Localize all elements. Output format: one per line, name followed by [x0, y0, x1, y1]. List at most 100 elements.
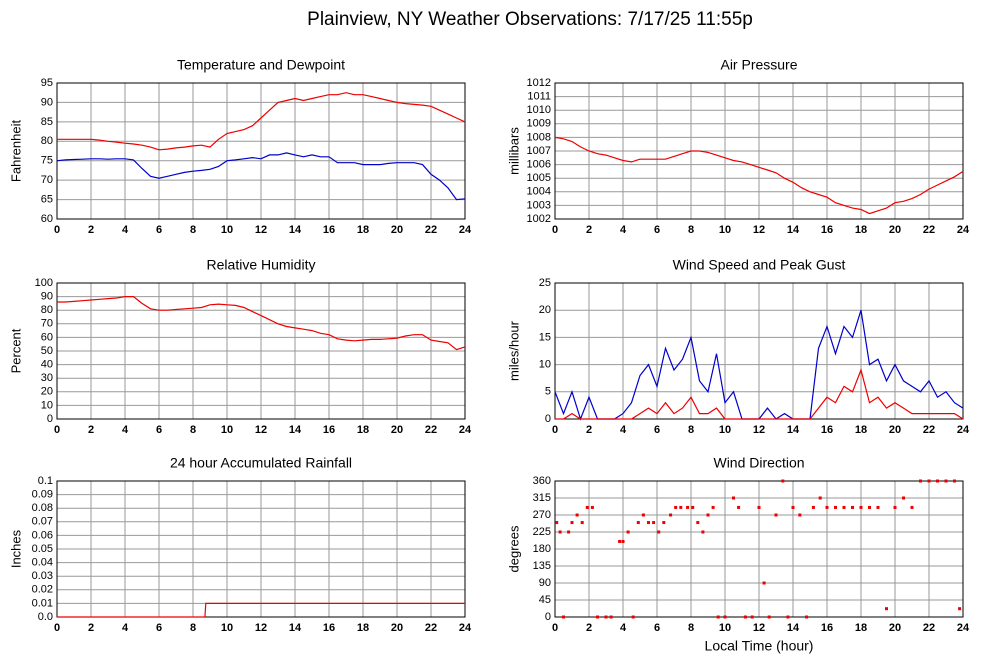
x-tick-label: 4 [620, 224, 627, 236]
y-tick-label: 1008 [527, 131, 551, 143]
x-tick-label: 16 [821, 424, 833, 436]
data-line [555, 368, 964, 420]
x-tick-label: 0 [54, 224, 60, 236]
data-point [902, 496, 905, 500]
x-tick-label: 14 [787, 424, 800, 436]
y-tick-label: 1006 [527, 159, 551, 171]
data-point [686, 505, 690, 509]
y-tick-label: 1009 [527, 118, 551, 130]
data-point [711, 505, 715, 509]
x-axis-label: Local Time (hour) [705, 638, 814, 654]
chart-title: Relative Humidity [207, 257, 316, 273]
plot-frame [56, 82, 466, 220]
x-tick-label: 2 [586, 424, 592, 436]
data-point [732, 496, 735, 500]
data-point [834, 505, 837, 509]
x-tick-label: 4 [122, 622, 129, 634]
plot-frame [554, 82, 964, 220]
data-point [647, 521, 650, 525]
y-tick-label: 0.02 [32, 584, 53, 596]
y-tick-label: 0 [545, 413, 551, 425]
y-tick-label: 100 [35, 277, 53, 289]
x-tick-label: 18 [357, 224, 369, 236]
x-tick-label: 8 [688, 224, 694, 236]
x-tick-label: 10 [221, 622, 233, 634]
y-tick-label: 85 [41, 116, 53, 128]
data-point [580, 521, 584, 525]
y-tick-label: 90 [539, 577, 551, 589]
y-tick-label: 80 [41, 135, 53, 147]
x-tick-label: 18 [357, 424, 369, 436]
x-tick-label: 12 [753, 424, 765, 436]
y-tick-label: 1012 [527, 77, 551, 89]
plot-frame [56, 480, 466, 618]
y-tick-label: 1007 [527, 145, 551, 157]
data-point [767, 615, 771, 619]
x-tick-label: 20 [889, 622, 901, 634]
y-tick-label: 70 [41, 318, 53, 330]
data-point [842, 505, 846, 509]
data-point [805, 615, 809, 619]
data-point [876, 505, 880, 509]
x-tick-label: 4 [122, 224, 129, 236]
y-tick-label: 0 [545, 611, 551, 623]
x-tick-label: 4 [122, 424, 129, 436]
y-tick-label: 180 [533, 543, 551, 555]
y-tick-label: 20 [539, 304, 551, 316]
x-tick-label: 12 [255, 224, 267, 236]
data-point [701, 530, 705, 534]
x-tick-label: 0 [54, 622, 60, 634]
x-tick-label: 10 [221, 424, 233, 436]
y-axis-label: miles/hour [506, 320, 521, 381]
x-tick-label: 14 [289, 224, 302, 236]
data-point [936, 479, 939, 483]
y-tick-label: 95 [41, 77, 53, 89]
x-tick-label: 18 [855, 424, 867, 436]
x-tick-label: 0 [552, 224, 558, 236]
x-tick-label: 8 [190, 224, 196, 236]
x-tick-label: 22 [923, 424, 935, 436]
data-point [558, 530, 562, 534]
y-tick-label: 1011 [527, 91, 551, 103]
y-tick-label: 1005 [527, 172, 551, 184]
data-point [562, 615, 565, 619]
data-point [662, 521, 666, 525]
data-line [57, 602, 465, 618]
y-tick-label: 10 [41, 399, 53, 411]
x-tick-label: 6 [156, 622, 162, 634]
data-point [674, 505, 678, 509]
x-tick-label: 2 [88, 224, 94, 236]
data-point [618, 539, 622, 543]
y-tick-label: 90 [41, 291, 53, 303]
data-point [631, 615, 635, 619]
y-tick-label: 20 [41, 386, 53, 398]
data-point [626, 530, 630, 534]
x-tick-label: 8 [688, 424, 694, 436]
data-point [774, 513, 778, 517]
data-point [590, 505, 594, 509]
y-tick-label: 65 [41, 193, 53, 205]
y-tick-label: 0.01 [32, 597, 53, 609]
x-tick-label: 20 [889, 224, 901, 236]
x-tick-label: 22 [425, 224, 437, 236]
x-tick-label: 10 [719, 424, 731, 436]
data-point [927, 479, 931, 483]
x-tick-label: 24 [957, 622, 970, 634]
chart-title: Temperature and Dewpoint [177, 57, 345, 73]
y-tick-label: 10 [539, 359, 551, 371]
y-tick-label: 60 [41, 331, 53, 343]
data-point [750, 615, 754, 619]
y-tick-label: 270 [533, 509, 551, 521]
data-point [706, 513, 710, 517]
data-point [953, 479, 956, 483]
x-tick-label: 16 [323, 622, 335, 634]
chart-title: Wind Speed and Peak Gust [673, 257, 846, 273]
data-point [575, 513, 579, 517]
x-tick-label: 24 [459, 424, 472, 436]
y-tick-label: 15 [539, 331, 551, 343]
y-tick-label: 60 [41, 213, 53, 225]
x-tick-label: 24 [459, 224, 472, 236]
data-point [555, 521, 559, 525]
plot-frame [56, 282, 466, 420]
